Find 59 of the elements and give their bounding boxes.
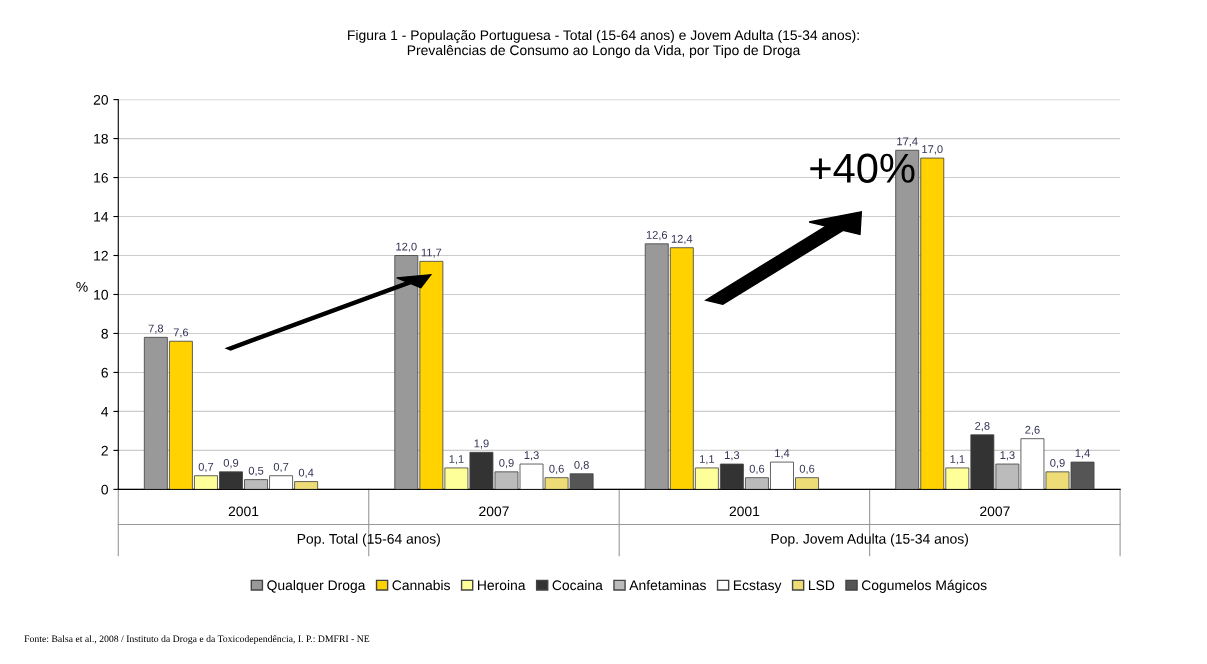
legend-label: LSD (808, 580, 835, 591)
legend-label: Qualquer Droga (267, 579, 366, 593)
y-tick-label: 6 (101, 367, 108, 378)
annotation: +40% (810, 153, 915, 183)
y-tick-label: 20 (93, 94, 109, 105)
data-label: 0,6 (749, 464, 765, 475)
x-tick-label: 2001 (729, 506, 760, 517)
legend-label: Anfetaminas (629, 579, 706, 591)
data-label: 0,9 (1050, 458, 1065, 469)
data-label: 12,6 (646, 230, 668, 241)
data-label: 1,4 (775, 449, 790, 459)
legend-label: Cogumelos Mágicos (861, 579, 987, 593)
y-tick-label: 18 (94, 133, 108, 144)
y-axis-title: % (76, 281, 88, 292)
data-label: 17,0 (922, 145, 943, 155)
chart-title: Figura 1 - População Portuguesa - Total (15-64 anos) e Jovem Adulta (15-34 anos): Prevalências de Consumo ao Longo da Vida, por Tipo de Droga (348, 29, 859, 58)
data-label: 7,6 (173, 328, 189, 338)
data-label: 17,4 (897, 137, 918, 147)
legend-label: Cannabis (392, 579, 450, 591)
y-tick-label: 4 (101, 406, 109, 417)
data-label: 12,4 (671, 234, 693, 245)
y-tick-label: 16 (94, 172, 108, 183)
y-tick-label: 0 (101, 484, 109, 495)
legend-label: Cocaina (552, 579, 603, 591)
data-label: 1,3 (524, 451, 539, 461)
data-label: 7,8 (148, 324, 164, 334)
data-label: 1,9 (474, 439, 489, 449)
data-label: 1,1 (449, 455, 464, 465)
data-label: 11,7 (421, 248, 442, 258)
data-label: 0,9 (499, 458, 514, 469)
legend-label: Ecstasy (733, 580, 782, 593)
source-note: Fonte: Balsa et al., 2008 / Instituto da Droga e da Toxicodependência, I. P.: DMFRI - NE (24, 635, 370, 645)
y-tick-label: 2 (101, 445, 108, 456)
y-tick-label: 12 (94, 250, 108, 261)
data-label: 0,9 (223, 458, 239, 469)
data-label: 1,1 (950, 455, 965, 465)
data-label: 1,4 (1075, 449, 1090, 459)
data-label: 0,6 (799, 464, 815, 475)
y-tick-label: 8 (101, 328, 108, 339)
x-tick-label: 2007 (980, 506, 1010, 517)
data-label: 0,7 (273, 462, 289, 473)
data-label: 2,6 (1025, 425, 1040, 436)
data-label: 0,8 (574, 460, 589, 471)
x-tick-label: 2007 (479, 506, 509, 517)
data-label: 1,3 (1000, 451, 1015, 461)
data-label: 1,1 (699, 455, 715, 465)
data-label: 0,7 (198, 462, 214, 473)
data-label: 0,4 (298, 468, 314, 478)
text: Pop. Jovem Adulta (15-34 anos) (771, 533, 968, 547)
x-tick-label: 2001 (228, 506, 259, 517)
data-label: 1,3 (725, 451, 740, 461)
data-label: 0,5 (248, 466, 264, 476)
data-label: 12,0 (396, 242, 417, 252)
data-label: 0,6 (549, 464, 564, 475)
data-label: 2,8 (975, 421, 990, 432)
legend-label: Heroina (478, 579, 526, 591)
text: Pop. Total (15-64 anos) (297, 533, 440, 547)
y-tick-label: 10 (94, 289, 109, 300)
y-tick-label: 14 (94, 212, 109, 222)
